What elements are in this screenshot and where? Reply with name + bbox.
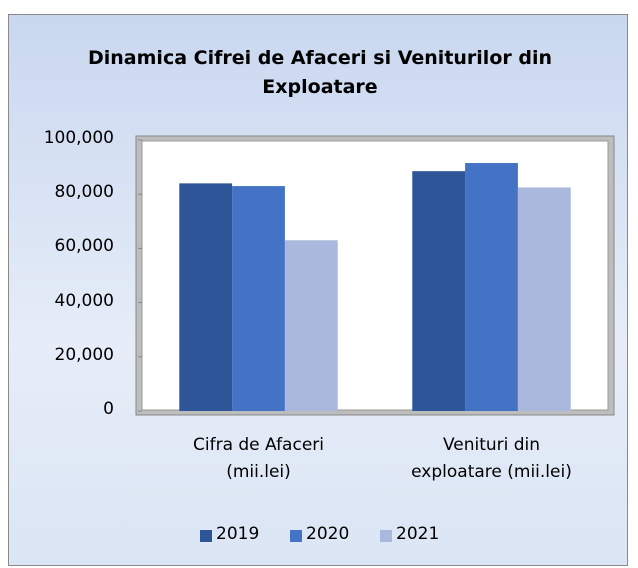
legend-label: 2021 [396,524,440,544]
y-tick-label: 40,000 [54,290,114,311]
bar [465,163,518,411]
legend-swatch [380,530,392,542]
legend-label: 2019 [216,524,260,544]
y-tick-label: 100,000 [43,128,114,148]
bar [179,183,233,411]
legend-swatch [290,530,302,542]
x-tick-label: Venituri din exploatare (mii.lei) [411,435,572,482]
legend-label: 2020 [306,524,350,544]
bar [517,187,571,411]
chart-title: Dinamica Cifrei de Afaceri si Veniturilo… [88,47,552,98]
y-tick-label: 20,000 [54,344,114,365]
x-tick-label: Cifra de Afaceri (mii.lei) [193,435,324,482]
bar [232,186,285,411]
bar [284,240,338,411]
y-tick-label: 80,000 [54,182,114,203]
y-tick-label: 60,000 [54,236,114,257]
y-tick-label: 0 [103,399,114,419]
bar [412,171,466,411]
legend-swatch [200,530,212,542]
